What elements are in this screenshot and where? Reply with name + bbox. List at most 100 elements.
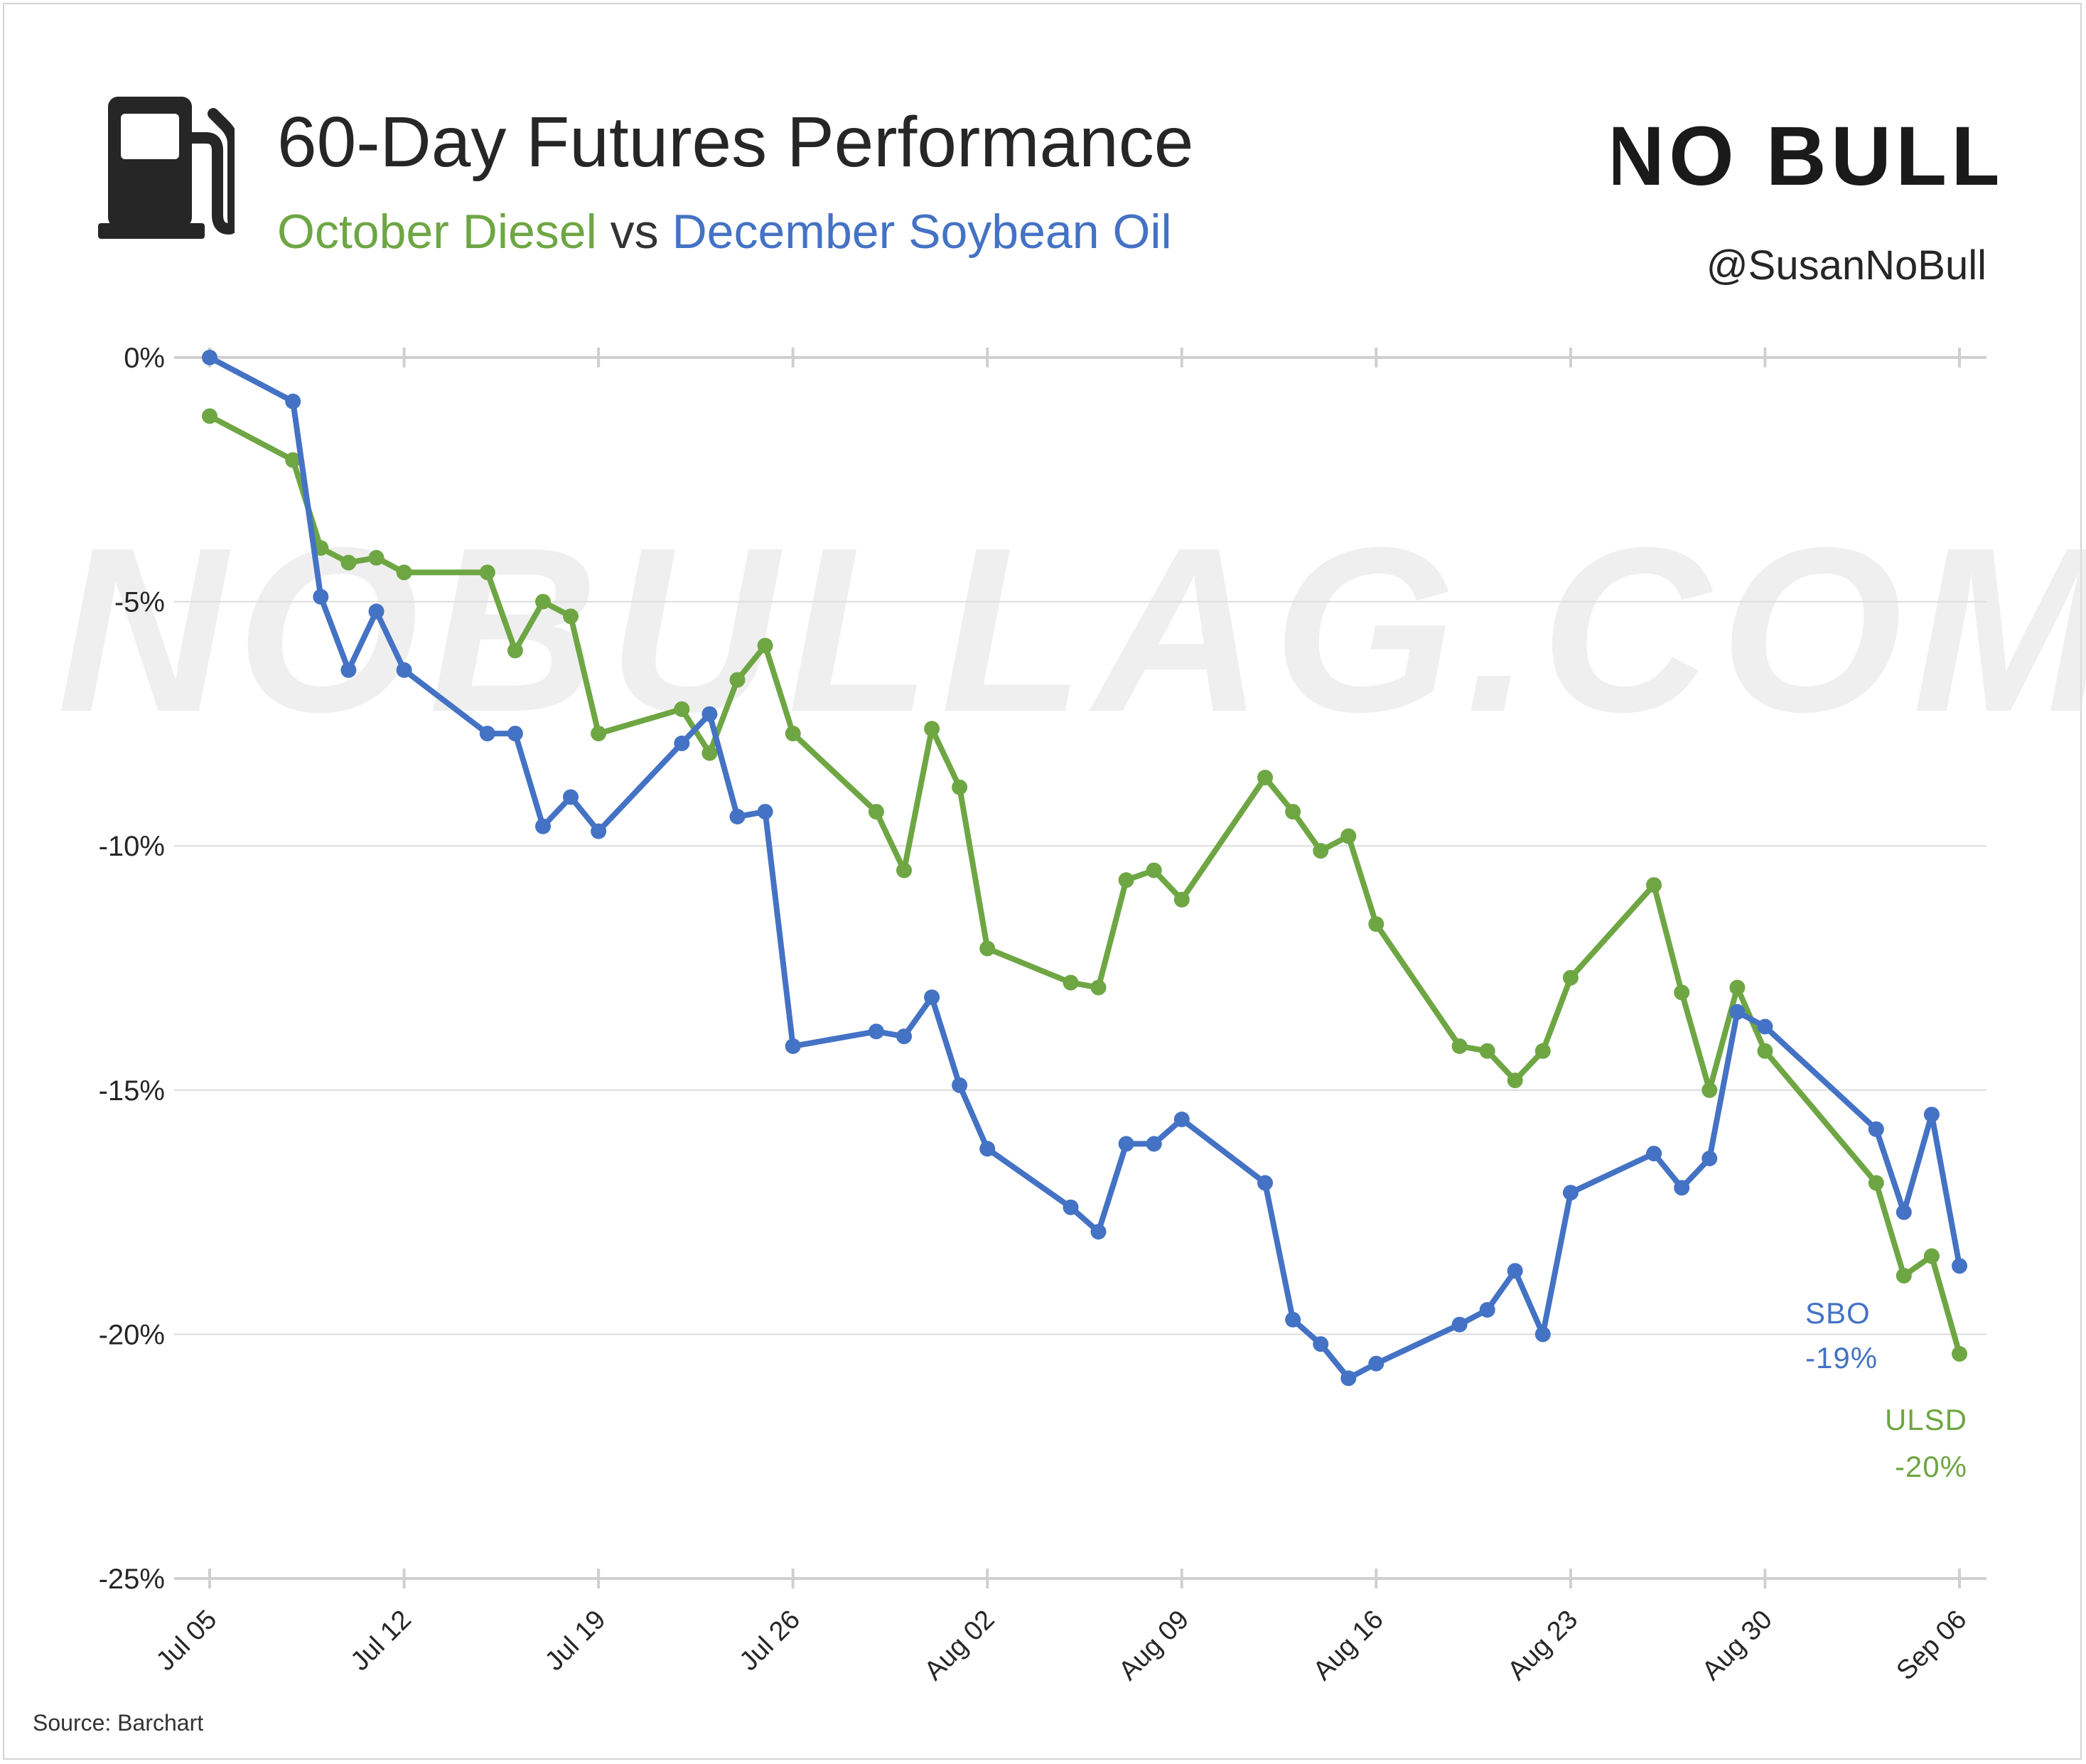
data-point xyxy=(563,608,579,625)
data-point xyxy=(1757,1043,1773,1059)
subtitle-diesel: October Diesel xyxy=(277,205,597,259)
data-point xyxy=(1257,770,1273,785)
series-ulsd xyxy=(202,408,1967,1362)
data-point xyxy=(896,862,912,878)
data-point xyxy=(1285,1311,1301,1328)
data-point xyxy=(1896,1204,1912,1220)
data-point xyxy=(1368,1355,1385,1372)
data-point xyxy=(1952,1258,1967,1274)
end-label-ulsd-value: -20% xyxy=(1895,1450,1967,1483)
data-point xyxy=(1368,916,1385,932)
x-axis-tick-labels: Jul 05 Jul 12 Jul 19 Jul 26 Aug 02 Aug 09 Aug … xyxy=(151,1605,1972,1687)
data-point xyxy=(1646,1146,1662,1162)
data-point xyxy=(1701,1082,1718,1098)
data-point xyxy=(202,408,217,424)
data-point xyxy=(340,554,357,571)
data-point xyxy=(757,804,773,820)
data-point xyxy=(1674,984,1690,1001)
data-point xyxy=(1868,1121,1884,1137)
x-axis xyxy=(174,348,1986,1588)
data-point xyxy=(701,706,718,722)
data-point xyxy=(1173,1112,1190,1127)
y-tick-label: -15% xyxy=(99,1075,165,1107)
data-point xyxy=(479,564,495,581)
data-point xyxy=(479,726,495,742)
data-point xyxy=(1534,1043,1551,1059)
y-tick-label: 0% xyxy=(124,343,165,374)
data-point xyxy=(368,603,385,620)
data-point xyxy=(1340,828,1357,844)
data-point xyxy=(1451,1038,1468,1054)
x-tick-label: Jul 12 xyxy=(345,1605,417,1677)
source-note: Source: Barchart xyxy=(33,1710,204,1736)
x-tick-label: Aug 09 xyxy=(1113,1605,1195,1687)
data-point xyxy=(1451,1316,1468,1333)
gas-pump-icon xyxy=(98,97,235,239)
data-point xyxy=(924,989,940,1006)
data-point xyxy=(785,1038,801,1054)
subtitle-vs: vs xyxy=(610,205,659,259)
data-point xyxy=(1507,1263,1523,1279)
data-point xyxy=(1313,1336,1329,1352)
x-tick-label: Jul 05 xyxy=(151,1605,222,1677)
y-tick-label: -25% xyxy=(99,1564,165,1595)
data-point xyxy=(1646,877,1662,893)
data-point xyxy=(202,350,217,365)
data-point xyxy=(757,638,773,654)
x-tick-label: Aug 02 xyxy=(919,1605,1001,1687)
chart-frame xyxy=(3,3,2082,1760)
data-point xyxy=(1923,1107,1940,1123)
data-point xyxy=(701,745,718,761)
x-tick-label: Jul 26 xyxy=(734,1605,806,1677)
data-point xyxy=(674,701,690,717)
data-point xyxy=(1257,1175,1273,1191)
data-point xyxy=(368,549,385,566)
data-point xyxy=(507,726,523,742)
data-point xyxy=(1090,979,1107,996)
data-point xyxy=(1118,872,1134,888)
data-point xyxy=(591,823,607,839)
end-label-sbo-name: SBO xyxy=(1805,1296,1871,1330)
data-point xyxy=(396,564,412,581)
data-point xyxy=(1313,843,1329,859)
end-label-sbo-value: -19% xyxy=(1805,1341,1878,1375)
data-point xyxy=(785,726,801,742)
y-tick-label: -5% xyxy=(114,587,165,618)
data-point xyxy=(1952,1345,1967,1362)
data-point xyxy=(535,593,551,610)
data-point xyxy=(340,662,357,678)
data-point xyxy=(979,940,996,957)
end-label-ulsd-name: ULSD xyxy=(1885,1403,1967,1436)
data-point xyxy=(507,642,523,659)
end-labels: SBO -19%ULSD -20% xyxy=(1805,1296,1967,1483)
data-point xyxy=(1507,1072,1523,1089)
data-point xyxy=(1340,1370,1357,1387)
data-point xyxy=(1479,1043,1495,1059)
data-point xyxy=(1868,1175,1884,1191)
data-point xyxy=(1090,1224,1107,1240)
brand-logo-text: NO BULL xyxy=(1613,109,1997,203)
chart-subtitle: October Diesel vs December Soybean Oil xyxy=(277,208,1172,256)
chart-title: 60-Day Futures Performance xyxy=(277,102,1194,182)
data-point xyxy=(1173,891,1190,908)
x-tick-label: Sep 06 xyxy=(1891,1605,1972,1687)
data-point xyxy=(1757,1018,1773,1035)
data-point xyxy=(1146,862,1162,878)
y-tick-label: -20% xyxy=(99,1319,165,1350)
data-point xyxy=(535,818,551,834)
data-point xyxy=(1674,1180,1690,1196)
data-point xyxy=(1479,1302,1495,1318)
x-tick-label: Aug 23 xyxy=(1502,1605,1584,1687)
subtitle-soybean-oil: December Soybean Oil xyxy=(672,205,1172,259)
data-point xyxy=(952,1077,968,1093)
data-point xyxy=(729,672,746,688)
data-point xyxy=(591,726,607,742)
data-point xyxy=(896,1028,912,1045)
data-point xyxy=(868,804,884,820)
data-point xyxy=(952,779,968,795)
data-point xyxy=(1063,974,1079,991)
data-point xyxy=(1701,1151,1718,1166)
data-point xyxy=(1729,1004,1746,1020)
data-point xyxy=(1285,804,1301,820)
